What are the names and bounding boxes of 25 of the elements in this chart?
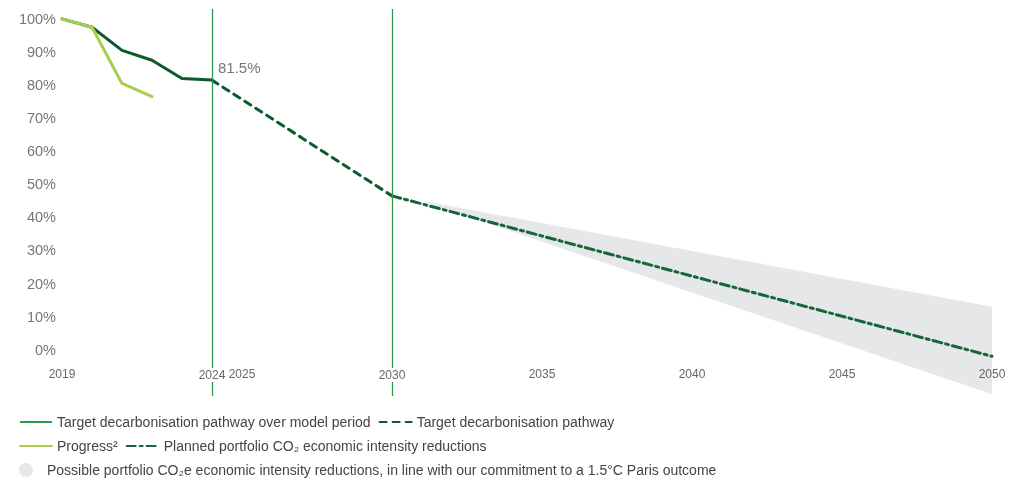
x-tick-label: 2030 bbox=[378, 368, 406, 382]
y-tick-label: 0% bbox=[35, 341, 57, 358]
legend-label: Possible portfolio CO₂e economic intensity reductions, in line with our commitment to a 1.5°C Paris outcome bbox=[47, 462, 717, 478]
ref-line-label: Target decarbonisation pathway over model period bbox=[57, 414, 371, 430]
y-tick-label: 30% bbox=[26, 242, 57, 259]
y-tick-label: 40% bbox=[26, 209, 57, 226]
legend-label: Planned portfolio CO₂ economic intensity reductions bbox=[163, 438, 487, 454]
legend-label: Progress² bbox=[57, 438, 119, 454]
y-tick-label: 10% bbox=[26, 308, 57, 325]
data-label: 81.5% bbox=[218, 59, 261, 77]
y-tick-label: 70% bbox=[26, 110, 57, 127]
x-tick-label: 2024 bbox=[198, 368, 226, 382]
x-tick-label: 2040 bbox=[678, 367, 706, 381]
x-tick-label: 2050 bbox=[978, 367, 1006, 381]
y-tick-label: 20% bbox=[26, 275, 57, 292]
y-tick-label: 50% bbox=[26, 176, 57, 193]
x-tick-label: 2025 bbox=[228, 367, 256, 381]
y-tick-label: 90% bbox=[26, 44, 57, 60]
y-tick-label: 60% bbox=[26, 143, 57, 160]
y-tick-label: 100% bbox=[18, 10, 57, 27]
x-tick-label: 2045 bbox=[828, 367, 856, 381]
x-tick-label: 2035 bbox=[528, 367, 556, 381]
y-tick-label: 80% bbox=[26, 77, 57, 94]
legend-label: Target decarbonisation pathway bbox=[416, 414, 615, 430]
x-tick-label: 2019 bbox=[48, 367, 76, 381]
